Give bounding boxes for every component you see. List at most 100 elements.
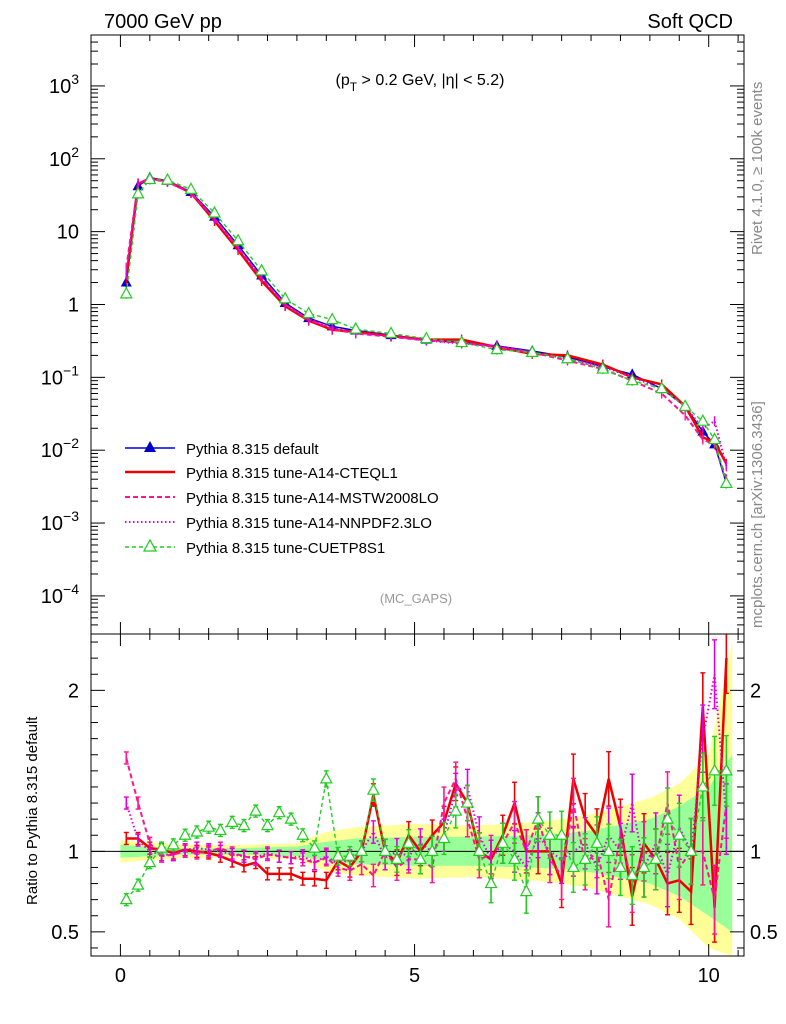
ratio-point	[155, 840, 169, 853]
legend-label-cteql1: Pythia 8.315 tune-A14-CTEQL1	[186, 465, 398, 482]
main-point	[625, 373, 639, 386]
ratio-point	[213, 823, 227, 836]
ratio-point	[131, 877, 145, 890]
rivet-label: Rivet 4.1.0, ≥ 100k events	[749, 82, 766, 255]
ratio-ylabel: Ratio to Pythia 8.315 default	[24, 716, 41, 905]
ratio-point	[437, 831, 451, 844]
main-point	[349, 321, 363, 334]
main-point	[708, 432, 722, 445]
main-point	[325, 312, 339, 325]
main-point	[231, 233, 245, 246]
ratio-y-tick-label-right: 0.5	[750, 922, 778, 944]
main-point	[560, 351, 575, 364]
ratio-point	[425, 844, 439, 856]
ratio-point	[531, 811, 545, 824]
ratio-point	[496, 836, 510, 848]
main-y-tick-label: 10	[57, 222, 79, 244]
ratio-point	[460, 795, 475, 808]
ratio-point	[119, 892, 133, 905]
ratio-point	[237, 818, 251, 831]
ratio-point	[637, 860, 651, 873]
ratio-x-tick-label: 0	[115, 965, 126, 987]
ratio-x-tick-label: 10	[698, 965, 720, 987]
ratio-plot: 0 5 10 0.5 0.5 1 1 2 2	[51, 633, 778, 987]
legend-item-default: Pythia 8.315 default	[125, 441, 319, 458]
ratio-point	[719, 763, 733, 776]
ratio-point	[566, 860, 580, 873]
main-point	[455, 335, 469, 348]
main-series-mstw	[125, 173, 728, 485]
main-point	[655, 381, 669, 394]
main-y-tick-label: 10−4	[41, 581, 79, 608]
cut-annotation: (pT > 0.2 GeV, |η| < 5.2)	[336, 72, 505, 94]
ratio-point	[378, 844, 392, 856]
ratio-point	[402, 836, 416, 848]
main-point	[419, 331, 433, 344]
ratio-point	[590, 836, 604, 848]
main-point	[278, 291, 292, 304]
ratio-point	[319, 771, 333, 784]
ratio-point	[190, 824, 204, 837]
ratio-point	[413, 852, 427, 865]
ratio-point	[225, 815, 239, 827]
main-point	[184, 182, 198, 194]
ratio-point	[166, 837, 180, 850]
main-point	[131, 186, 145, 199]
ratio-point	[449, 803, 463, 816]
main-point	[255, 263, 269, 276]
ratio-point	[178, 828, 192, 840]
ratio-point	[696, 779, 710, 792]
ratio-point	[355, 844, 369, 856]
mc-gaps-label: (MC_GAPS)	[380, 591, 452, 606]
ratio-point	[143, 855, 157, 868]
main-point	[678, 399, 692, 411]
ratio-point	[543, 828, 557, 840]
ratio-point	[578, 852, 592, 865]
main-y-tick-label: 10−2	[41, 435, 79, 462]
ratio-point	[602, 844, 616, 856]
main-point	[596, 361, 610, 374]
ratio-point	[249, 803, 263, 816]
ratio-point	[484, 876, 498, 889]
ratio-point	[284, 811, 298, 824]
legend-label-cuetp8s1: Pythia 8.315 tune-CUETP8S1	[186, 540, 385, 557]
main-point	[160, 172, 174, 185]
legend-label-mstw: Pythia 8.315 tune-A14-MSTW2008LO	[186, 490, 439, 507]
legend-item-cteql1: Pythia 8.315 tune-A14-CTEQL1	[125, 465, 398, 482]
ratio-line-mstw	[125, 757, 728, 900]
ratio-point	[625, 868, 639, 881]
main-y-tick-label: 10−1	[41, 362, 79, 389]
header-left: 7000 GeV pp	[104, 11, 222, 33]
ratio-point	[390, 852, 404, 865]
ratio-point	[272, 805, 286, 818]
main-y-tick-label: 102	[49, 144, 79, 171]
ratio-point	[366, 782, 380, 795]
ratio-band-yellow	[120, 642, 733, 956]
ratio-point	[555, 828, 569, 840]
ratio-y-tick-label-left: 2	[68, 680, 79, 702]
main-point	[302, 306, 316, 319]
ratio-point	[260, 818, 275, 831]
ratio-x-tick-label: 5	[409, 965, 420, 987]
ratio-y-tick-label-right: 1	[750, 841, 761, 863]
main-y-tick-label: 10−3	[41, 508, 79, 535]
main-point	[143, 172, 157, 185]
ratio-point	[331, 848, 345, 861]
mcplots-label: mcplots.cern.ch [arXiv:1306.3436]	[749, 401, 766, 628]
ratio-y-tick-label-right: 2	[750, 680, 761, 702]
main-point	[384, 326, 398, 339]
ratio-point	[613, 860, 627, 873]
ratio-point	[296, 828, 310, 840]
main-point	[490, 342, 504, 355]
legend-item-cuetp8s1: Pythia 8.315 tune-CUETP8S1	[125, 538, 385, 557]
legend-label-default: Pythia 8.315 default	[186, 441, 319, 458]
main-point	[119, 286, 133, 299]
ratio-point	[649, 852, 663, 865]
ratio-point	[519, 884, 533, 897]
main-point	[208, 205, 222, 218]
main-point	[696, 413, 710, 426]
ratio-y-tick-label-left: 0.5	[51, 922, 79, 944]
legend-item-nnpdf: Pythia 8.315 tune-A14-NNPDF2.3LO	[125, 515, 432, 532]
